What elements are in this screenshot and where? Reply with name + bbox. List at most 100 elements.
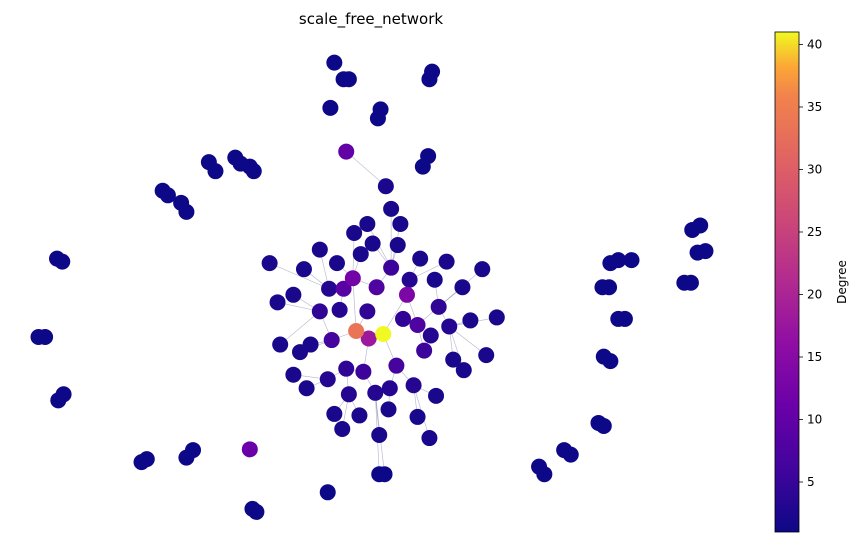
network-node — [383, 259, 400, 276]
network-node — [285, 286, 302, 303]
network-node — [178, 203, 195, 220]
network-node — [311, 241, 328, 258]
network-node — [138, 451, 155, 468]
network-edge — [269, 262, 330, 290]
colorbar-gradient — [774, 31, 800, 533]
network-node — [55, 386, 72, 403]
network-node — [602, 353, 619, 370]
network-node — [421, 430, 438, 447]
network-node — [185, 442, 202, 459]
network-node — [241, 441, 258, 458]
network-node — [352, 246, 369, 263]
network-node — [319, 484, 336, 501]
network-node — [697, 243, 714, 260]
network-node — [340, 71, 357, 88]
network-node — [346, 224, 363, 241]
network-node — [381, 380, 398, 397]
network-node — [416, 342, 433, 359]
network-node — [368, 279, 385, 296]
network-node — [445, 351, 462, 368]
network-node — [348, 322, 365, 339]
network-node — [610, 252, 627, 269]
network-node — [326, 405, 343, 422]
network-node — [269, 294, 286, 311]
network-node — [326, 54, 343, 71]
network-node — [438, 253, 455, 270]
network-node — [388, 357, 405, 374]
network-node — [377, 178, 394, 195]
network-node — [360, 330, 377, 347]
chart-title: scale_free_network — [299, 10, 443, 29]
network-edge — [279, 311, 321, 345]
colorbar-tick-label: 35 — [807, 100, 822, 114]
network-node — [595, 417, 612, 434]
network-node — [441, 318, 458, 335]
colorbar-tick-label: 15 — [807, 350, 822, 364]
network-node — [426, 271, 443, 288]
network-node — [536, 466, 553, 483]
network-node — [623, 252, 640, 269]
network-node — [692, 217, 709, 234]
network-node — [372, 101, 389, 118]
network-node — [395, 310, 412, 327]
network-node — [245, 163, 262, 180]
network-node — [355, 363, 372, 380]
network-node — [364, 235, 381, 252]
network-edge — [346, 151, 387, 187]
network-node — [359, 303, 376, 320]
colorbar: 5 10 15 20 25 30 35 40 Degree — [774, 31, 849, 533]
network-node — [321, 280, 338, 297]
network-node — [392, 215, 409, 232]
network-node — [338, 360, 355, 377]
colorbar-tick-label: 10 — [807, 413, 822, 427]
network-node — [420, 148, 437, 165]
network-node — [335, 280, 352, 297]
network-node — [292, 344, 308, 361]
network-node — [405, 377, 422, 394]
network-node — [454, 279, 471, 296]
network-node — [616, 310, 633, 327]
network-node — [323, 332, 340, 349]
network-node — [331, 301, 348, 318]
network-node — [344, 270, 361, 287]
network-node — [54, 253, 71, 270]
network-node — [295, 261, 312, 278]
network-node — [562, 446, 579, 463]
network-node — [424, 63, 441, 80]
network-node — [412, 250, 429, 267]
network-node — [298, 380, 315, 397]
network-node — [376, 466, 393, 483]
network-node — [380, 401, 397, 418]
colorbar-tick-label: 5 — [807, 475, 815, 489]
network-node — [474, 261, 491, 278]
colorbar-tick-label: 20 — [807, 288, 822, 302]
network-node — [389, 237, 406, 254]
network-node — [261, 255, 278, 272]
network-node — [375, 326, 392, 342]
network-node — [322, 99, 339, 116]
network-node — [371, 427, 388, 444]
network-node — [430, 298, 447, 315]
colorbar-ticks: 5 10 15 20 25 30 35 40 — [799, 38, 822, 489]
network-node — [455, 362, 472, 379]
colorbar-tick-label: 40 — [807, 38, 822, 52]
network-node — [319, 371, 336, 388]
network-node — [422, 327, 439, 344]
network-node — [340, 386, 357, 403]
network-node — [428, 387, 445, 404]
network-node — [207, 163, 224, 180]
network-node — [682, 274, 699, 291]
network-node — [367, 384, 384, 401]
network-node — [334, 420, 351, 437]
colorbar-label: Degree — [835, 260, 849, 304]
network-node — [159, 187, 176, 204]
network-node — [338, 143, 355, 160]
network-node — [351, 407, 368, 424]
network-node — [311, 303, 328, 320]
colorbar-tick-label: 25 — [807, 225, 822, 239]
network-node — [248, 503, 265, 520]
network-node — [398, 286, 415, 303]
network-edge — [352, 278, 357, 332]
network-node — [488, 309, 505, 326]
